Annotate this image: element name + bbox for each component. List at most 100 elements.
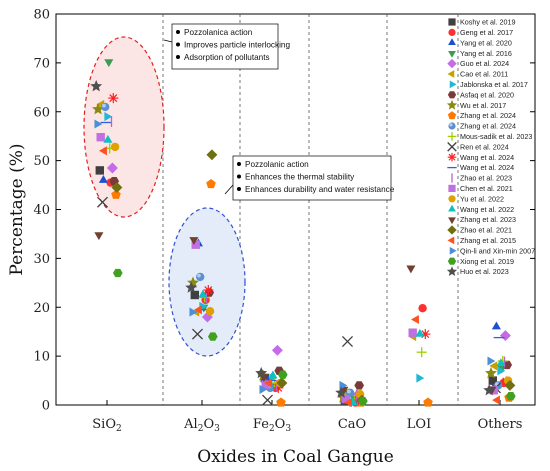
data-point: [492, 395, 500, 405]
data-point: [487, 356, 496, 366]
data-point: [189, 307, 198, 317]
legend-label: Wang et al. 2024: [460, 153, 514, 162]
legend-marker: [447, 257, 457, 265]
legend-marker: [448, 195, 456, 203]
legend-label: Zhang et al. 2015: [460, 236, 516, 245]
data-point: [104, 59, 114, 68]
bullet-icon: [237, 187, 241, 191]
data-point: [185, 281, 198, 293]
y-tick-label: 10: [33, 350, 50, 365]
legend-entry: Cao et al. 2011: [447, 70, 508, 79]
data-point: [483, 384, 496, 396]
legend-entry: Wang et al. 2022: [448, 204, 514, 214]
data-point: [346, 388, 355, 397]
legend-entry: Jablonska et al. 2017: [449, 80, 528, 89]
y-axis-ticks: 0 10 20 30 40 50 60 70 80: [33, 8, 535, 414]
legend-label: Chen et al. 2021: [460, 184, 513, 193]
data-point: [485, 366, 497, 379]
data-point: [110, 142, 120, 152]
legend-entry: Wu et al. 2017: [446, 99, 506, 110]
legend-label: Zhao et al. 2021: [460, 226, 512, 235]
annotation-arrow: [163, 39, 173, 43]
legend-entry: Zhao et al. 2021: [447, 225, 512, 235]
data-point: [96, 133, 105, 142]
annotation-box: Pozzolanica action Improves particle inte…: [163, 23, 290, 70]
data-point: [496, 358, 506, 367]
legend-marker: [448, 122, 456, 130]
data-point: [191, 240, 200, 249]
x-tick-label: CaO: [338, 417, 366, 432]
legend-marker: [447, 142, 457, 152]
data-point: [196, 272, 205, 282]
data-point: [354, 381, 365, 390]
data-point: [111, 182, 123, 193]
legend-label: Yang et al. 2016: [460, 49, 512, 58]
data-point: [271, 344, 283, 356]
y-tick-label: 20: [33, 301, 50, 316]
legend-entry: Asfaq et al. 2020: [447, 90, 514, 99]
legend-entry: Wang et al. 2024: [447, 152, 514, 162]
data-point: [416, 347, 427, 358]
legend-label: Guo et al. 2024: [460, 59, 509, 68]
data-point: [341, 394, 350, 404]
data-point: [198, 289, 208, 298]
data-point: [205, 307, 215, 316]
legend-marker: [447, 152, 457, 162]
data-point: [207, 332, 218, 341]
bullet-icon: [176, 42, 180, 47]
legend-entry: Guo et al. 2024: [447, 58, 509, 69]
data-point: [99, 146, 107, 156]
legend-marker: [447, 70, 455, 78]
legend-label: Wang et al. 2022: [460, 205, 514, 214]
data-point: [255, 366, 268, 379]
x-axis-title: Oxides in Coal Gangue: [197, 447, 394, 467]
legend-entry: Wang et al. 2024: [447, 163, 514, 172]
data-point: [264, 378, 272, 388]
annotation-item: Enhances the thermal stability: [245, 173, 355, 182]
legend-marker: [447, 236, 455, 245]
x-axis-ticks: SiO2 Al2O3 Fe2O3 CaO LOI Others: [92, 400, 522, 434]
x-tick-label: Others: [478, 417, 523, 432]
y-tick-label: 60: [33, 105, 50, 120]
data-point: [94, 232, 104, 241]
legend-entry: Geng et al. 2017: [448, 28, 513, 37]
data-point: [276, 397, 286, 407]
data-point: [505, 392, 516, 401]
legend-label: Jablonska et al. 2017: [460, 80, 528, 89]
data-point: [203, 285, 214, 296]
data-point: [277, 370, 288, 379]
data-point: [104, 112, 113, 122]
legend-label: Zhang et al. 2024: [460, 122, 516, 131]
data-point: [344, 398, 352, 408]
data-point: [108, 93, 119, 104]
x-tick-label: Al2O3: [183, 417, 220, 434]
data-point: [423, 397, 433, 407]
legend-label: Xiong et al. 2019: [460, 257, 514, 266]
legend-entry: Qin-li and Xin-min 2007: [449, 246, 535, 255]
data-point: [262, 394, 273, 406]
category-separators: [162, 14, 459, 405]
data-point: [261, 380, 270, 389]
legend-label: Zhang et al. 2023: [460, 215, 516, 224]
legend-marker: [448, 38, 456, 46]
data-point: [101, 102, 110, 112]
legend-label: Koshy et al. 2019: [460, 18, 516, 27]
legend-marker: [448, 204, 456, 212]
data-point: [489, 361, 498, 371]
legend-label: Qin-li and Xin-min 2007: [460, 246, 535, 255]
legend-entry: Zhang et al. 2024: [447, 111, 516, 120]
data-point: [488, 376, 497, 385]
legend-label: Geng et al. 2017: [460, 28, 513, 37]
data-point: [276, 377, 288, 389]
data-point: [268, 370, 278, 379]
data-point: [103, 134, 113, 143]
bullet-icon: [176, 55, 180, 59]
data-point: [418, 304, 427, 313]
data-point: [259, 384, 268, 394]
x-tick-label: SiO2: [92, 417, 121, 434]
data-point: [98, 174, 108, 183]
data-point: [94, 119, 103, 129]
data-point: [90, 80, 103, 92]
data-point: [491, 321, 501, 330]
